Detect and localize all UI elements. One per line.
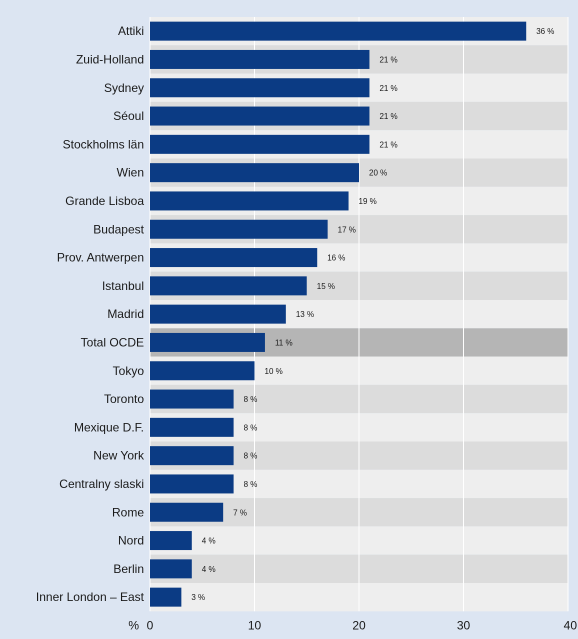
value-label: 21 % bbox=[379, 55, 397, 64]
value-label: 21 % bbox=[379, 140, 397, 149]
category-label: Budapest bbox=[93, 222, 144, 236]
category-label: Centralny slaski bbox=[59, 477, 144, 491]
category-label: Madrid bbox=[107, 307, 144, 321]
value-label: 8 % bbox=[244, 480, 258, 489]
category-labels: Attiki Zuid-Holland Sydney Séoul Stockholms … bbox=[36, 24, 145, 604]
bar bbox=[150, 531, 192, 551]
bar bbox=[150, 21, 527, 41]
bar bbox=[150, 474, 234, 494]
bar bbox=[150, 49, 370, 69]
category-label: Inner London – East bbox=[36, 590, 145, 604]
bar bbox=[150, 163, 359, 183]
x-tick-label: 20 bbox=[352, 618, 366, 632]
value-label: 19 % bbox=[359, 197, 377, 206]
x-tick-label: 0 bbox=[147, 618, 154, 632]
bar bbox=[150, 191, 349, 211]
value-label: 11 % bbox=[275, 338, 293, 347]
x-tick-label: 30 bbox=[457, 618, 471, 632]
bar bbox=[150, 304, 286, 324]
category-label: Grande Lisboa bbox=[65, 194, 144, 208]
value-label: 21 % bbox=[379, 84, 397, 93]
bar bbox=[150, 248, 318, 268]
value-label: 3 % bbox=[191, 593, 205, 602]
x-axis-unit-label: % bbox=[128, 618, 139, 632]
bar bbox=[150, 134, 370, 154]
bar bbox=[150, 361, 255, 381]
bar bbox=[150, 417, 234, 437]
category-label: Zuid-Holland bbox=[76, 52, 144, 66]
value-label: 8 % bbox=[244, 423, 258, 432]
bar bbox=[150, 587, 182, 607]
x-tick-label: 10 bbox=[248, 618, 262, 632]
category-label: New York bbox=[93, 449, 145, 463]
value-labels: 36 % 21 % 21 % 21 % 21 % 20 % 19 % 17 % 16 % 15 %… bbox=[191, 27, 554, 602]
category-label: Nord bbox=[118, 534, 144, 548]
value-label: 8 % bbox=[244, 395, 258, 404]
bar bbox=[150, 446, 234, 466]
x-tick-label: 40 bbox=[564, 618, 578, 632]
value-label: 15 % bbox=[317, 282, 335, 291]
value-label: 36 % bbox=[536, 27, 554, 36]
x-axis: % 0 10 20 30 40 bbox=[128, 618, 577, 632]
value-label: 4 % bbox=[202, 565, 216, 574]
category-label: Prov. Antwerpen bbox=[57, 251, 144, 265]
value-label: 4 % bbox=[202, 537, 216, 546]
category-label: Berlin bbox=[113, 562, 144, 576]
bar bbox=[150, 502, 224, 522]
category-label: Stockholms län bbox=[63, 137, 144, 151]
value-label: 8 % bbox=[244, 452, 258, 461]
category-label: Total OCDE bbox=[81, 335, 144, 349]
category-label: Mexique D.F. bbox=[74, 420, 144, 434]
value-label: 10 % bbox=[265, 367, 283, 376]
bar bbox=[150, 78, 370, 98]
bars bbox=[150, 21, 527, 607]
category-label: Rome bbox=[112, 505, 144, 519]
value-label: 17 % bbox=[338, 225, 356, 234]
category-label: Toronto bbox=[104, 392, 144, 406]
category-label: Istanbul bbox=[102, 279, 144, 293]
value-label: 16 % bbox=[327, 254, 345, 263]
bar bbox=[150, 389, 234, 409]
value-label: 21 % bbox=[379, 112, 397, 121]
category-label: Sydney bbox=[104, 81, 144, 95]
bar bbox=[150, 276, 307, 296]
value-label: 7 % bbox=[233, 508, 247, 517]
bar bbox=[150, 219, 328, 239]
category-label: Séoul bbox=[113, 109, 144, 123]
bar bbox=[150, 332, 265, 352]
category-label: Wien bbox=[117, 166, 144, 180]
category-label: Tokyo bbox=[113, 364, 145, 378]
bar bbox=[150, 559, 192, 579]
value-label: 20 % bbox=[369, 169, 387, 178]
bar bbox=[150, 106, 370, 126]
value-label: 13 % bbox=[296, 310, 314, 319]
category-label: Attiki bbox=[118, 24, 144, 38]
